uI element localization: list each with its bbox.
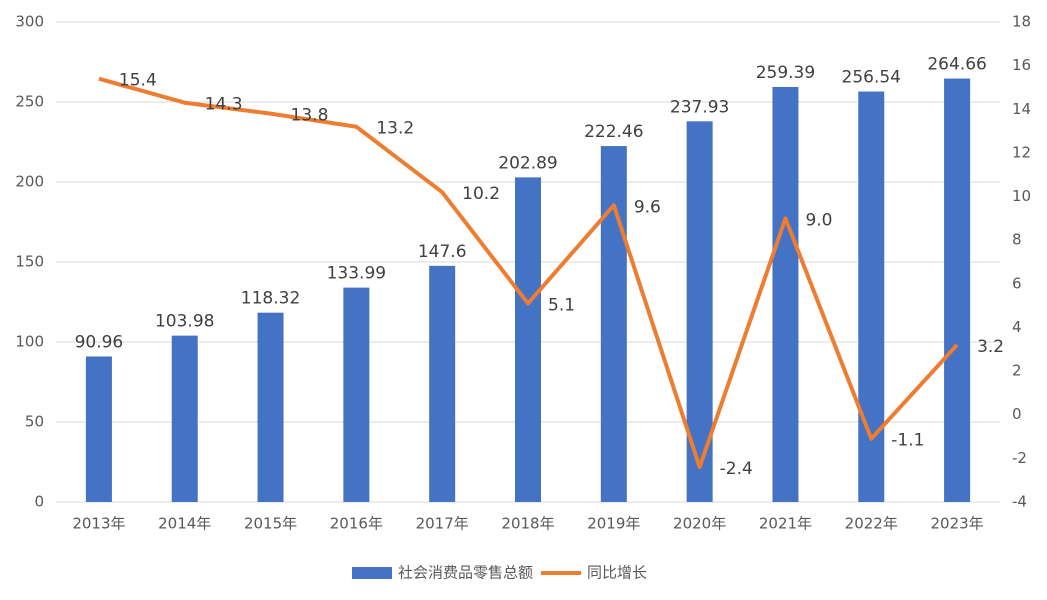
- legend-swatch: [352, 567, 392, 579]
- bar-value-label: 90.96: [75, 332, 124, 352]
- y-tick-label: 0: [34, 493, 44, 511]
- line-value-label: 10.2: [462, 184, 500, 204]
- bar-value-label: 202.89: [498, 153, 557, 173]
- bar: [944, 78, 971, 502]
- bar-value-label: 222.46: [584, 122, 643, 142]
- bar: [429, 265, 456, 502]
- y2-tick-label: 16: [1012, 56, 1031, 74]
- bar-value-label: 118.32: [241, 289, 300, 309]
- line-value-label: 13.2: [376, 119, 414, 139]
- bar-value-label: 133.99: [327, 264, 386, 284]
- y2-tick-label: 14: [1012, 100, 1031, 118]
- y2-tick-label: 12: [1012, 143, 1031, 161]
- y-tick-label: 150: [15, 253, 44, 271]
- y-tick-label: 300: [15, 13, 44, 31]
- x-tick-label: 2022年: [845, 515, 898, 533]
- line-value-label: 13.8: [291, 106, 329, 126]
- line-value-label: 3.2: [977, 337, 1004, 357]
- x-tick-label: 2015年: [244, 515, 297, 533]
- x-tick-label: 2021年: [759, 515, 812, 533]
- line-value-label: -2.4: [720, 459, 753, 479]
- y2-tick-label: 0: [1012, 405, 1022, 423]
- y2-tick-label: 18: [1012, 13, 1031, 31]
- bar-value-label: 264.66: [927, 55, 986, 75]
- x-tick-label: 2017年: [416, 515, 469, 533]
- x-tick-label: 2013年: [72, 515, 125, 533]
- bar-value-label: 259.39: [756, 63, 815, 83]
- line-value-label: 9.0: [805, 210, 832, 230]
- bar: [257, 312, 284, 502]
- line-value-label: 5.1: [548, 295, 575, 315]
- line: [98, 76, 959, 470]
- legend-label: 社会消费品零售总额: [398, 564, 533, 582]
- y2-tick-label: 8: [1012, 231, 1022, 249]
- y-tick-label: 250: [15, 93, 44, 111]
- x-tick-label: 2016年: [330, 515, 383, 533]
- line-value-label: 15.4: [119, 71, 157, 91]
- bar: [343, 287, 370, 502]
- bar-value-label: 237.93: [670, 97, 729, 117]
- y-tick-label: 200: [15, 173, 44, 191]
- bar-value-label: 147.6: [418, 242, 467, 262]
- bar-value-label: 256.54: [842, 68, 901, 88]
- y2-tick-label: 6: [1012, 274, 1022, 292]
- line-value-label: 14.3: [205, 95, 243, 115]
- bar-value-label: 103.98: [155, 312, 214, 332]
- y2-tick-label: 10: [1012, 187, 1031, 205]
- legend-label: 同比增长: [587, 564, 647, 582]
- bar: [515, 177, 541, 502]
- bar: [600, 146, 627, 502]
- y2-tick-label: -4: [1012, 493, 1027, 511]
- bar: [85, 356, 112, 502]
- line-value-label: 9.6: [634, 197, 661, 217]
- x-tick-label: 2018年: [501, 515, 554, 533]
- y2-tick-label: -2: [1012, 449, 1027, 467]
- bar: [772, 86, 799, 502]
- y-tick-label: 100: [15, 333, 44, 351]
- x-tick-label: 2014年: [158, 515, 211, 533]
- y-tick-label: 50: [25, 413, 44, 431]
- y2-tick-label: 4: [1012, 318, 1022, 336]
- line-value-label: -1.1: [891, 431, 924, 451]
- y2-tick-label: 2: [1012, 362, 1022, 380]
- x-tick-label: 2023年: [930, 515, 983, 533]
- bar: [171, 335, 198, 502]
- x-tick-label: 2020年: [673, 515, 726, 533]
- x-tick-label: 2019年: [587, 515, 640, 533]
